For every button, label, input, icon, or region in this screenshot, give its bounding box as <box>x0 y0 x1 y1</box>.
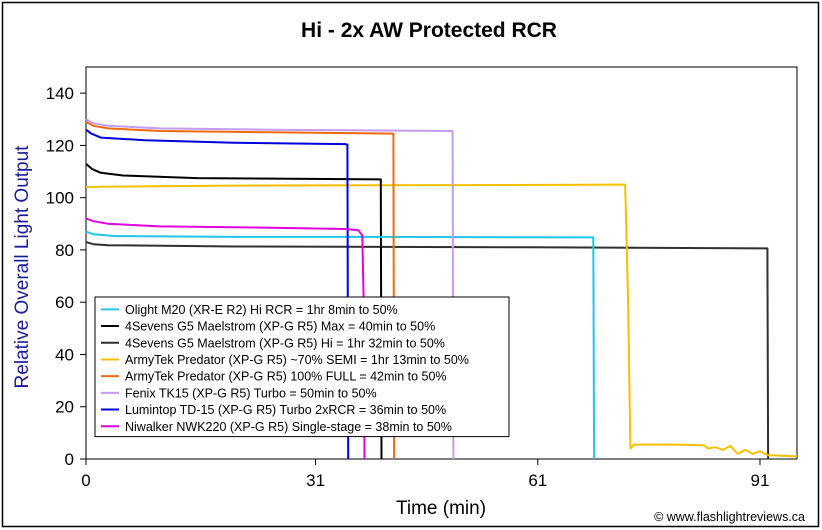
legend-label: ArmyTek Predator (XP-G R5) ~70% SEMI = 1… <box>125 353 469 367</box>
legend-label: 4Sevens G5 Maelstrom (XP-G R5) Hi = 1hr … <box>125 336 445 350</box>
series-line <box>85 241 770 460</box>
legend-box <box>94 296 510 438</box>
y-tick-label: 40 <box>55 345 74 364</box>
series-line <box>85 118 455 460</box>
legend-label: ArmyTek Predator (XP-G R5) 100% FULL = 4… <box>125 370 447 384</box>
x-axis-title: Time (min) <box>396 498 486 519</box>
y-axis-title: Relative Overall Light Output <box>12 145 33 389</box>
legend-label: Lumintop TD-15 (XP-G R5) Turbo 2xRCR = 3… <box>125 403 446 417</box>
y-tick-label: 0 <box>65 450 74 469</box>
legend: Olight M20 (XR-E R2) Hi RCR = 1hr 8min t… <box>94 296 510 438</box>
credit-text: © www.flashlightreviews.ca <box>654 510 805 524</box>
y-tick-label: 20 <box>55 398 74 417</box>
x-tick-label: 0 <box>81 471 90 490</box>
series-lines <box>85 118 798 460</box>
x-axis-ticks: 0 31 61 91 <box>81 459 769 490</box>
legend-label: Olight M20 (XR-E R2) Hi RCR = 1hr 8min t… <box>125 303 398 317</box>
series-line <box>85 230 596 460</box>
chart-title: Hi - 2x AW Protected RCR <box>301 19 557 42</box>
y-tick-label: 100 <box>46 189 74 208</box>
series-line <box>85 121 396 460</box>
x-tick-label: 91 <box>751 471 770 490</box>
legend-label: Fenix TK15 (XP-G R5) Turbo = 50min to 50… <box>125 386 377 400</box>
series-line <box>85 183 798 458</box>
y-tick-label: 120 <box>46 136 74 155</box>
legend-label: Niwalker NWK220 (XP-G R5) Single-stage =… <box>125 420 452 434</box>
series-line <box>85 128 350 460</box>
y-tick-label: 80 <box>55 241 74 260</box>
series-line <box>85 217 366 460</box>
legend-label: 4Sevens G5 Maelstrom (XP-G R5) Max = 40m… <box>125 320 435 334</box>
x-tick-label: 61 <box>528 471 547 490</box>
y-tick-label: 140 <box>46 84 74 103</box>
y-axis-ticks: 0 20 40 60 80 100 120 140 <box>46 84 86 469</box>
y-tick-label: 60 <box>55 293 74 312</box>
x-tick-label: 31 <box>306 471 325 490</box>
series-line <box>85 162 383 460</box>
